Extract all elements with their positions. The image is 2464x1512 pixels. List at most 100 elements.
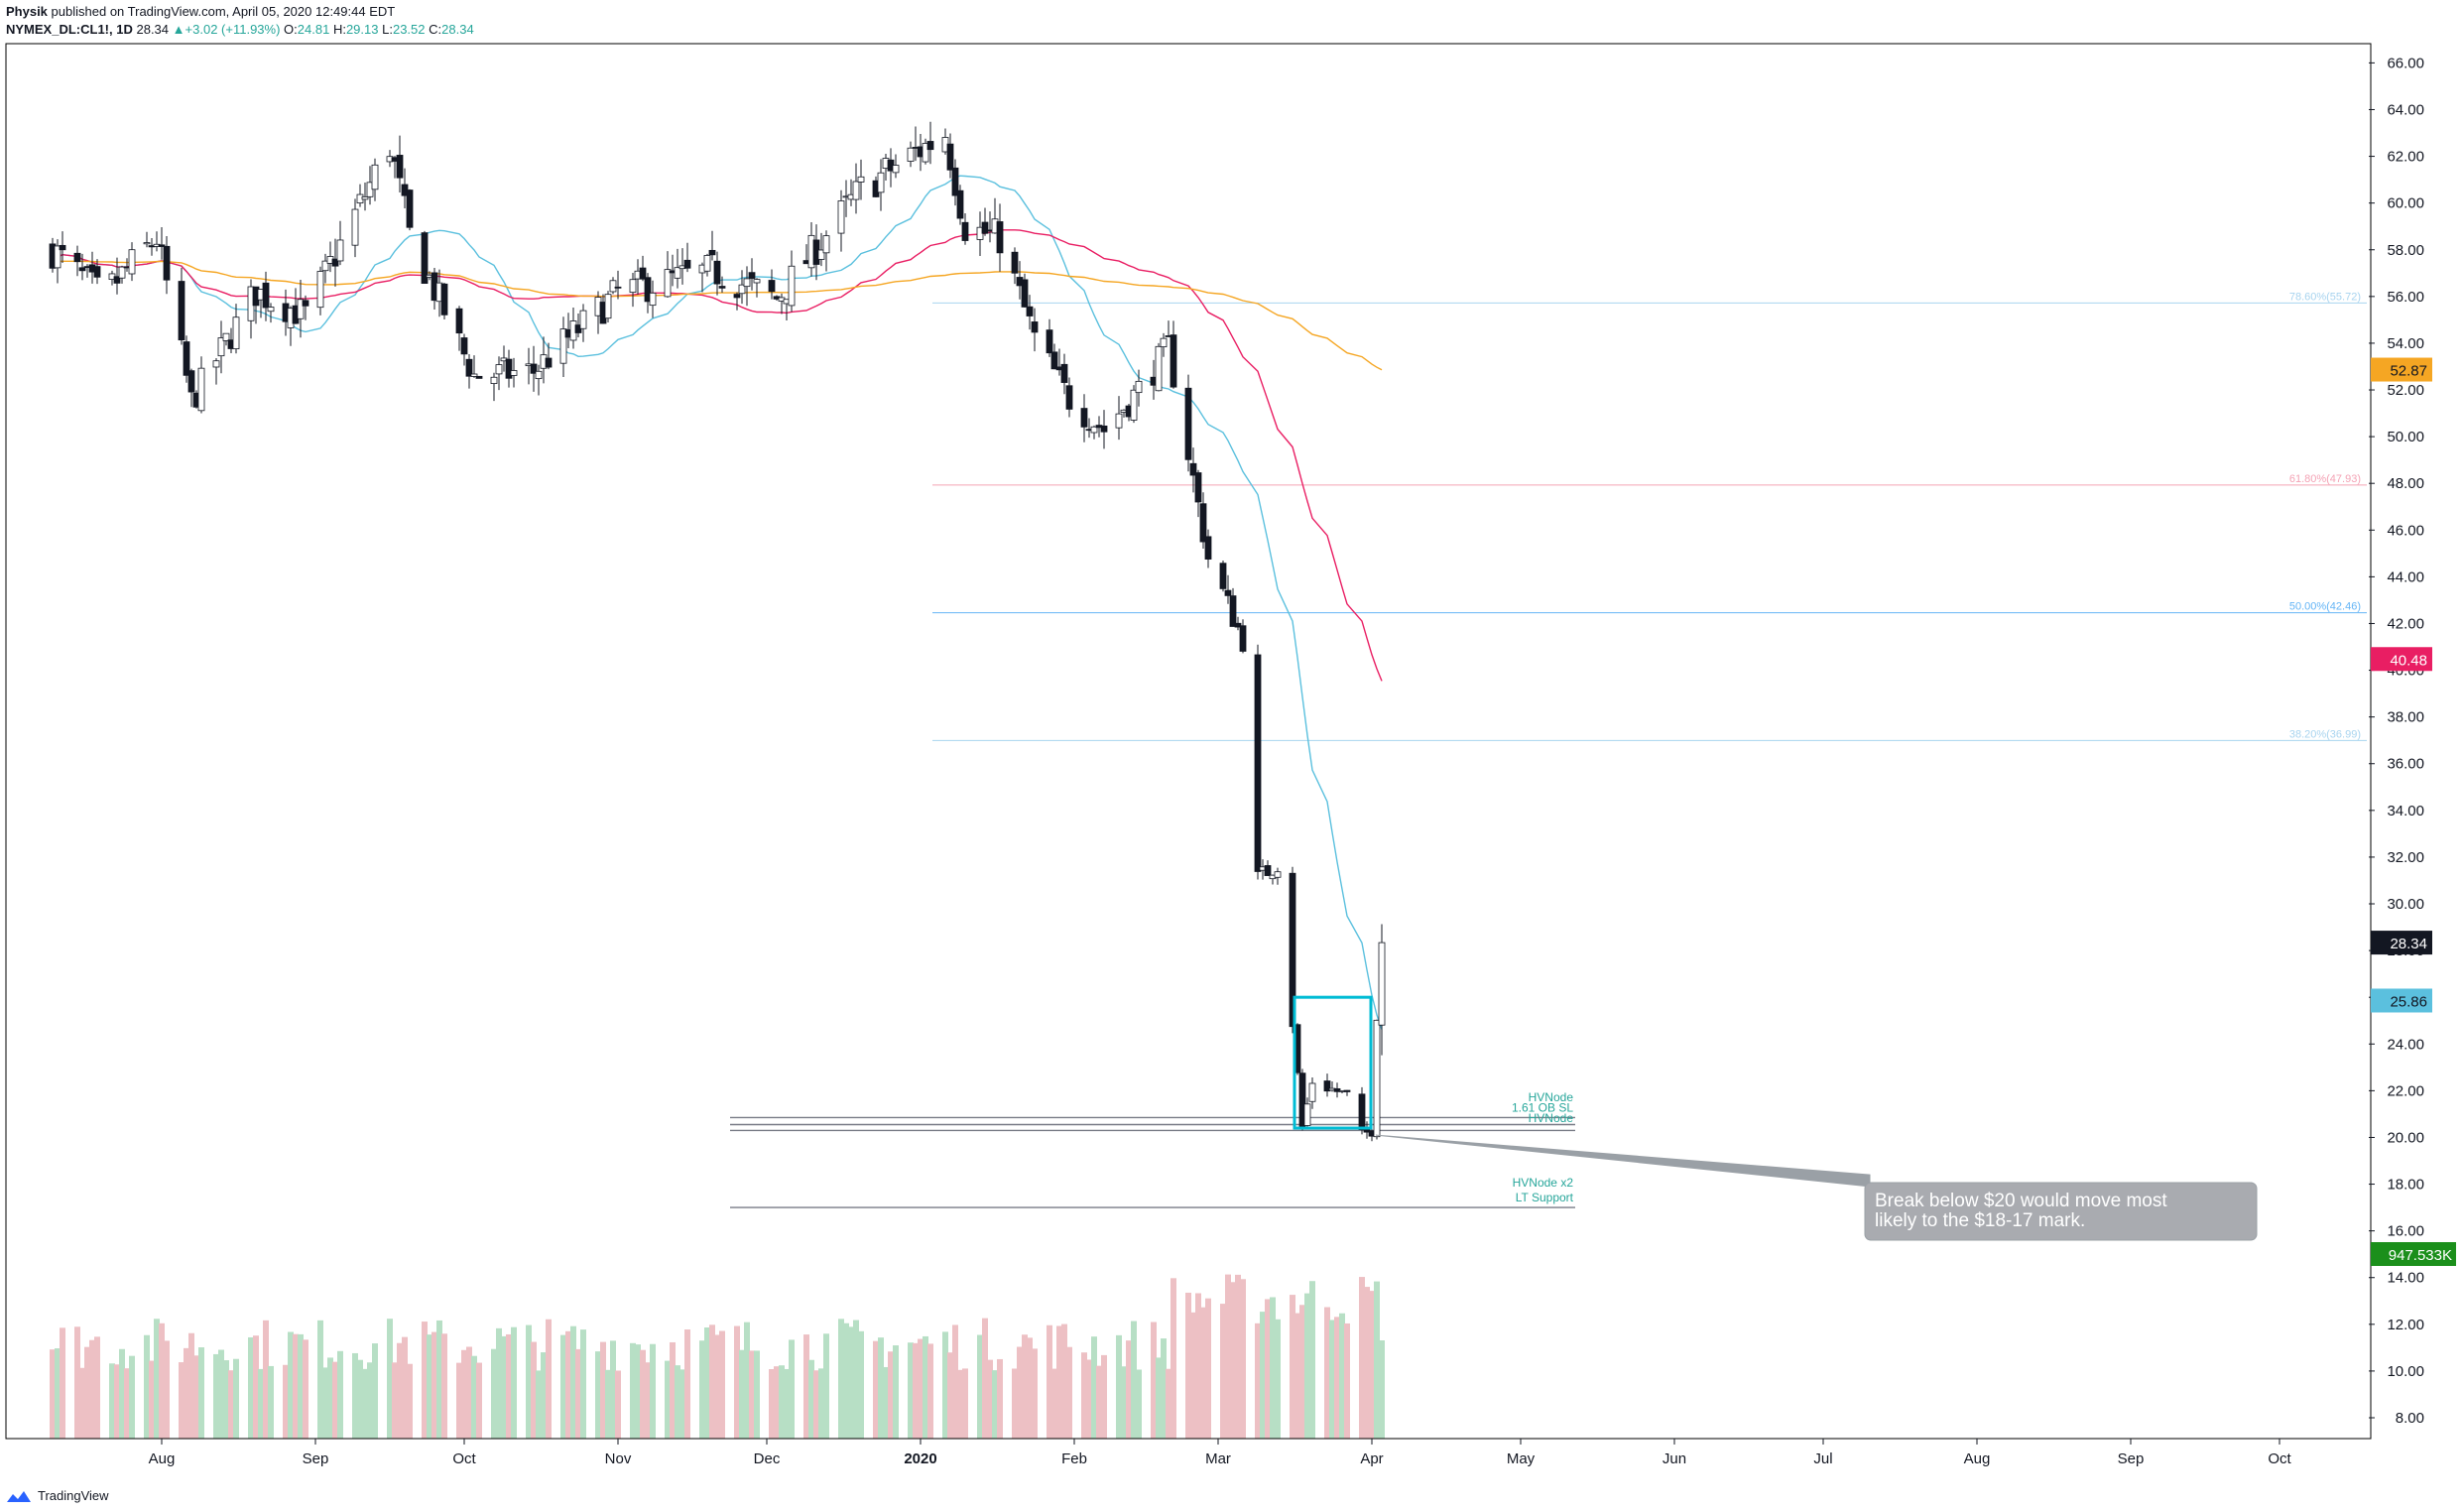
callout-text: Break below $20 would move most <box>1875 1191 2167 1211</box>
candle-body <box>1333 1087 1341 1092</box>
x-tick-label: Sep <box>303 1450 329 1467</box>
y-tick-label: 48.00 <box>2387 475 2424 492</box>
candle-body <box>961 221 969 241</box>
volume-bar <box>873 1340 879 1439</box>
volume-bar <box>332 1361 338 1439</box>
candle-body <box>649 292 657 307</box>
tradingview-footer[interactable]: TradingView <box>6 1488 109 1503</box>
candle-body <box>907 147 915 162</box>
y-tick-label: 38.00 <box>2387 709 2424 726</box>
volume-bar <box>947 1352 953 1439</box>
volume-bar <box>670 1341 676 1439</box>
volume-bar <box>997 1358 1003 1439</box>
volume-bar <box>1131 1321 1137 1439</box>
volume-bar <box>818 1368 824 1439</box>
volume-bar <box>1166 1368 1171 1439</box>
volume-bar <box>89 1339 95 1439</box>
candle-body <box>664 269 672 298</box>
candle-body <box>1343 1089 1351 1092</box>
x-tick-label: Aug <box>149 1450 176 1467</box>
volume-bar <box>709 1324 715 1439</box>
candle-body <box>743 278 751 288</box>
volume-bar <box>1116 1334 1122 1439</box>
candle-body <box>1065 385 1073 410</box>
volume-bar <box>754 1350 760 1439</box>
candle-body <box>753 279 761 284</box>
volume-bar <box>982 1318 988 1439</box>
candle-body <box>1130 389 1138 421</box>
volume-bar <box>1066 1346 1072 1439</box>
author-name[interactable]: Physik <box>6 4 48 19</box>
volume-bar <box>977 1334 983 1439</box>
volume-bar <box>496 1327 502 1439</box>
y-tick-label: 12.00 <box>2387 1317 2424 1333</box>
candle-body <box>217 337 225 357</box>
volume-bar <box>580 1329 586 1439</box>
volume-bar <box>675 1365 680 1439</box>
y-tick-label: 24.00 <box>2387 1036 2424 1053</box>
candle-body <box>302 300 309 307</box>
volume-bar <box>803 1334 809 1439</box>
callout-box <box>1864 1182 2258 1241</box>
candle-body <box>455 308 463 334</box>
volume-bar <box>779 1365 785 1439</box>
x-tick-label: Nov <box>605 1450 632 1467</box>
volume-bar <box>303 1339 308 1439</box>
volume-bar <box>1334 1317 1340 1439</box>
volume-bar <box>923 1335 928 1439</box>
volume-bar <box>50 1349 56 1439</box>
x-tick-label: Mar <box>1205 1450 1231 1467</box>
volume-bar <box>1200 1307 1206 1439</box>
volume-bar <box>858 1330 864 1439</box>
volume-bar <box>392 1362 398 1439</box>
x-tick-label: Apr <box>1360 1450 1383 1467</box>
candle-body <box>321 260 329 272</box>
candle-body <box>212 360 220 368</box>
candle-body <box>1100 425 1108 433</box>
y-tick-label: 14.00 <box>2387 1270 2424 1287</box>
volume-bar <box>1151 1322 1157 1439</box>
volume-bar <box>258 1368 264 1439</box>
candle-body <box>1229 595 1237 627</box>
volume-bar <box>471 1355 477 1439</box>
volume-bar <box>109 1363 115 1439</box>
candle-body <box>1234 622 1242 628</box>
candle-body <box>1323 1080 1331 1092</box>
volume-bar <box>407 1363 413 1439</box>
volume-bar <box>1329 1320 1335 1439</box>
change-value: +3.02 (+11.93%) <box>185 22 281 37</box>
candle-body <box>267 307 275 313</box>
candle-body <box>1184 387 1192 460</box>
fib-label: 61.80%(47.93) <box>2289 473 2361 485</box>
callout-pointer <box>1375 1134 1871 1188</box>
candle-body <box>946 143 954 171</box>
volume-bar <box>526 1324 532 1439</box>
candle-body <box>187 370 195 393</box>
ma50-badge <box>2371 647 2432 672</box>
volume-bar <box>288 1331 294 1439</box>
volume-bar <box>541 1352 547 1439</box>
volume-bar <box>317 1320 323 1439</box>
x-tick-label: Dec <box>754 1450 781 1467</box>
volume-bar <box>883 1366 889 1439</box>
y-tick-label: 58.00 <box>2387 242 2424 259</box>
candle-body <box>1378 942 1386 1026</box>
candle-body <box>1160 337 1168 348</box>
volume-bar <box>714 1334 720 1439</box>
volume-bar <box>635 1344 641 1439</box>
volume-bar <box>908 1342 914 1439</box>
candle-body <box>1189 462 1197 476</box>
volume-bar <box>575 1348 581 1439</box>
candle-body <box>178 281 185 341</box>
y-tick-label: 42.00 <box>2387 615 2424 632</box>
volume-bar <box>263 1320 269 1439</box>
volume-bar <box>1294 1313 1300 1439</box>
volume-bar <box>154 1319 160 1439</box>
volume-bar <box>337 1350 343 1439</box>
low-label: L: <box>382 22 393 37</box>
candle-body <box>922 143 929 163</box>
fib-levels: 78.60%(55.72) 61.80%(47.93) 50.00%(42.46) 3… <box>932 291 2367 741</box>
volume-bar <box>198 1347 204 1439</box>
volume-bar <box>952 1324 958 1439</box>
